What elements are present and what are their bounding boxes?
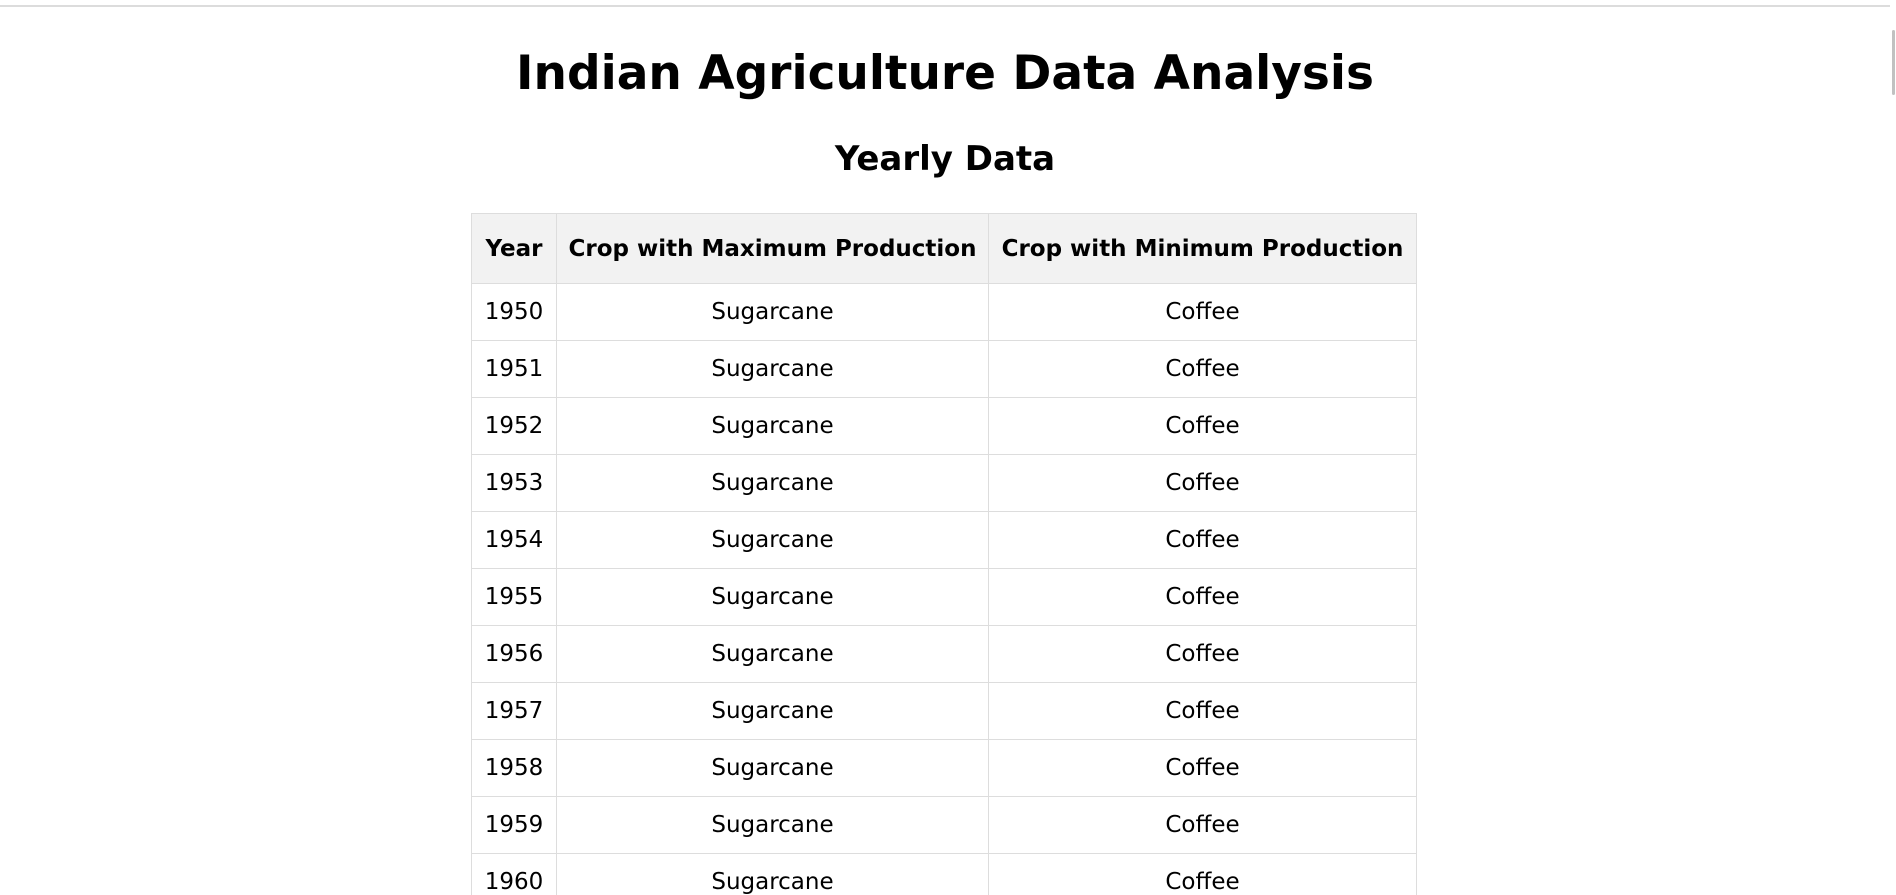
cell-year: 1959 xyxy=(471,796,557,854)
cell-max-crop: Sugarcane xyxy=(556,568,989,626)
cell-year: 1953 xyxy=(471,454,557,512)
cell-min-crop: Coffee xyxy=(988,796,1417,854)
table-body: 1950 Sugarcane Coffee 1951 Sugarcane Coffee 19… xyxy=(471,283,1417,895)
cell-year: 1957 xyxy=(471,682,557,740)
cell-year: 1950 xyxy=(471,283,557,341)
table-row: 1956 Sugarcane Coffee xyxy=(471,625,1417,683)
header-max-crop: Crop with Maximum Production xyxy=(556,213,989,284)
cell-year: 1956 xyxy=(471,625,557,683)
cell-year: 1951 xyxy=(471,340,557,398)
table-row: 1951 Sugarcane Coffee xyxy=(471,340,1417,398)
cell-max-crop: Sugarcane xyxy=(556,853,989,895)
page-title: Indian Agriculture Data Analysis xyxy=(516,46,1374,101)
cell-min-crop: Coffee xyxy=(988,853,1417,895)
cell-max-crop: Sugarcane xyxy=(556,340,989,398)
cell-min-crop: Coffee xyxy=(988,340,1417,398)
table-row: 1959 Sugarcane Coffee xyxy=(471,796,1417,854)
cell-max-crop: Sugarcane xyxy=(556,625,989,683)
cell-max-crop: Sugarcane xyxy=(556,682,989,740)
table-row: 1955 Sugarcane Coffee xyxy=(471,568,1417,626)
table-header-row: Year Crop with Maximum Production Crop w… xyxy=(471,213,1417,284)
yearly-data-table: Year Crop with Maximum Production Crop w… xyxy=(471,213,1417,895)
table-row: 1958 Sugarcane Coffee xyxy=(471,739,1417,797)
header-min-crop: Crop with Minimum Production xyxy=(988,213,1417,284)
cell-year: 1955 xyxy=(471,568,557,626)
yearly-data-table-container: Year Crop with Maximum Production Crop w… xyxy=(471,213,1417,895)
table-row: 1960 Sugarcane Coffee xyxy=(471,853,1417,895)
table-row: 1953 Sugarcane Coffee xyxy=(471,454,1417,512)
section-title: Yearly Data xyxy=(834,139,1056,179)
cell-max-crop: Sugarcane xyxy=(556,283,989,341)
table-row: 1954 Sugarcane Coffee xyxy=(471,511,1417,569)
cell-max-crop: Sugarcane xyxy=(556,511,989,569)
cell-year: 1952 xyxy=(471,397,557,455)
cell-min-crop: Coffee xyxy=(988,625,1417,683)
cell-max-crop: Sugarcane xyxy=(556,796,989,854)
cell-min-crop: Coffee xyxy=(988,283,1417,341)
cell-max-crop: Sugarcane xyxy=(556,397,989,455)
cell-min-crop: Coffee xyxy=(988,454,1417,512)
vertical-scrollbar[interactable] xyxy=(1890,0,1896,895)
cell-min-crop: Coffee xyxy=(988,397,1417,455)
cell-max-crop: Sugarcane xyxy=(556,454,989,512)
cell-year: 1958 xyxy=(471,739,557,797)
table-row: 1957 Sugarcane Coffee xyxy=(471,682,1417,740)
cell-year: 1960 xyxy=(471,853,557,895)
cell-max-crop: Sugarcane xyxy=(556,739,989,797)
scrollbar-thumb[interactable] xyxy=(1892,30,1895,95)
table-row: 1952 Sugarcane Coffee xyxy=(471,397,1417,455)
cell-min-crop: Coffee xyxy=(988,568,1417,626)
cell-min-crop: Coffee xyxy=(988,511,1417,569)
browser-top-border xyxy=(0,5,1896,7)
table-row: 1950 Sugarcane Coffee xyxy=(471,283,1417,341)
header-year: Year xyxy=(471,213,557,284)
cell-min-crop: Coffee xyxy=(988,682,1417,740)
cell-year: 1954 xyxy=(471,511,557,569)
cell-min-crop: Coffee xyxy=(988,739,1417,797)
